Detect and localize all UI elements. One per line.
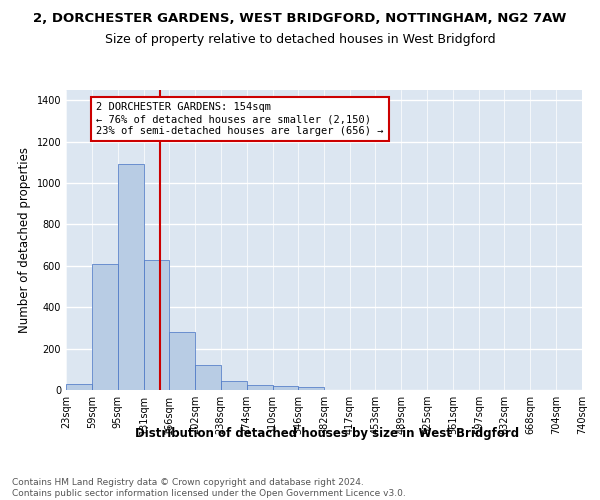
Y-axis label: Number of detached properties: Number of detached properties — [18, 147, 31, 333]
Text: 2, DORCHESTER GARDENS, WEST BRIDGFORD, NOTTINGHAM, NG2 7AW: 2, DORCHESTER GARDENS, WEST BRIDGFORD, N… — [34, 12, 566, 26]
Text: 2 DORCHESTER GARDENS: 154sqm
← 76% of detached houses are smaller (2,150)
23% of: 2 DORCHESTER GARDENS: 154sqm ← 76% of de… — [96, 102, 384, 136]
Bar — [195, 365, 221, 390]
Bar — [298, 387, 325, 390]
Bar — [66, 384, 92, 390]
Text: Contains HM Land Registry data © Crown copyright and database right 2024.
Contai: Contains HM Land Registry data © Crown c… — [12, 478, 406, 498]
Bar — [118, 164, 144, 390]
Bar — [247, 385, 272, 390]
Bar — [144, 260, 169, 390]
Bar — [92, 264, 118, 390]
Bar — [221, 380, 247, 390]
Text: Size of property relative to detached houses in West Bridgford: Size of property relative to detached ho… — [104, 32, 496, 46]
Bar — [272, 386, 298, 390]
Bar — [169, 332, 195, 390]
Text: Distribution of detached houses by size in West Bridgford: Distribution of detached houses by size … — [135, 428, 519, 440]
